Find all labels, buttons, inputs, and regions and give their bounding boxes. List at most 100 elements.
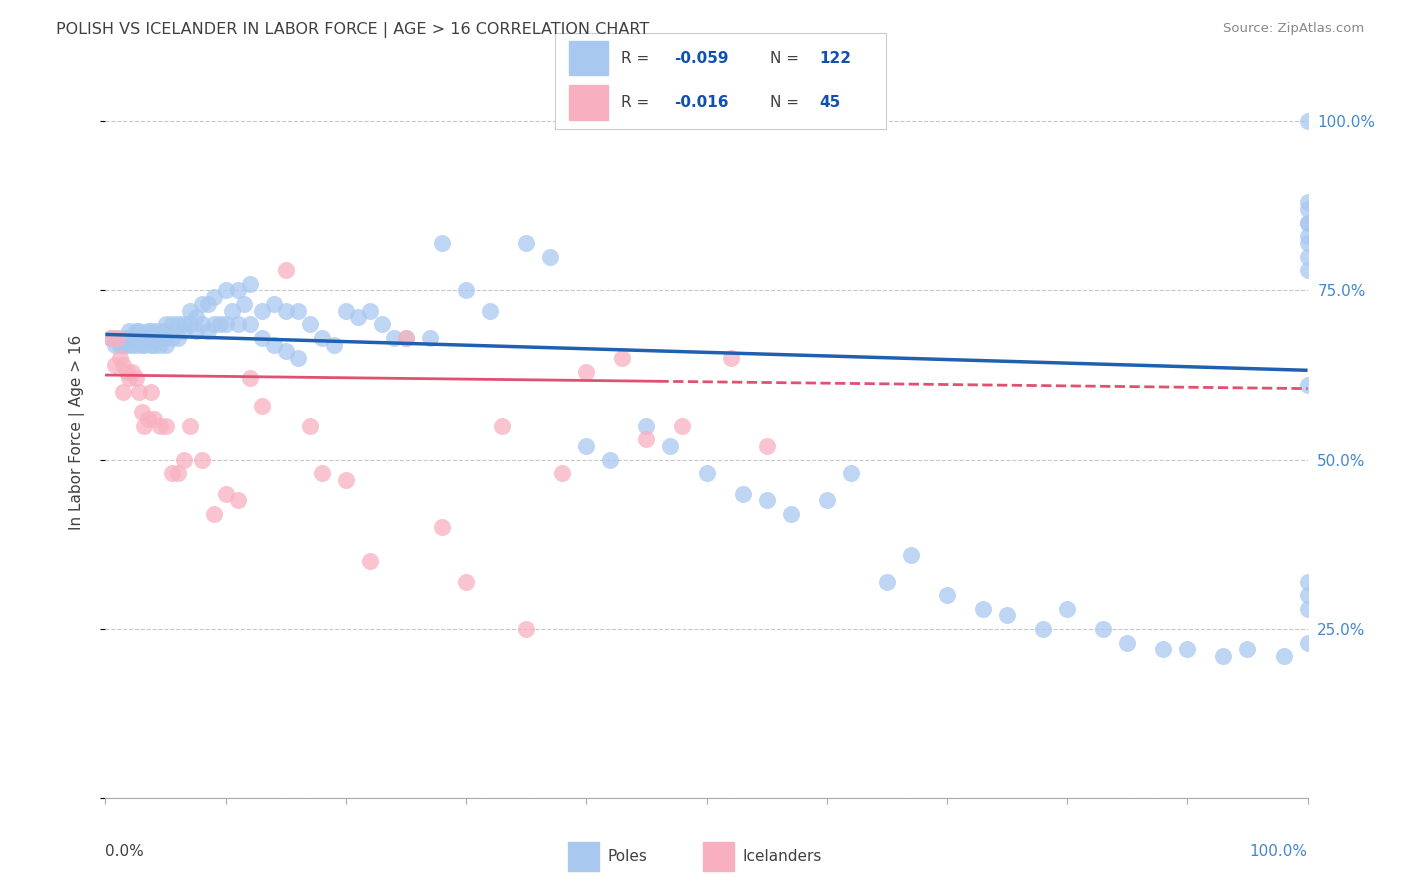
Point: [1175, 642, 1198, 657]
Point: [132, 331, 155, 345]
Point: [755, 493, 778, 508]
Point: [936, 588, 959, 602]
Point: [1296, 263, 1319, 277]
Point: [100, 331, 122, 345]
Point: [131, 405, 153, 419]
Bar: [568, 85, 609, 120]
Point: [152, 324, 174, 338]
Point: [359, 303, 381, 318]
Point: [311, 331, 333, 345]
Point: [179, 318, 201, 332]
Point: [395, 331, 418, 345]
Point: [1092, 622, 1115, 636]
Point: [208, 318, 231, 332]
Point: [1296, 235, 1319, 250]
Point: [538, 250, 561, 264]
Point: [311, 467, 333, 481]
Point: [779, 507, 801, 521]
Point: [1296, 229, 1319, 244]
Point: [612, 351, 634, 365]
Point: [197, 297, 219, 311]
Point: [226, 318, 249, 332]
Point: [479, 303, 502, 318]
Point: [107, 331, 129, 345]
Point: [112, 384, 135, 399]
Bar: [703, 842, 734, 871]
Text: Icelanders: Icelanders: [742, 849, 821, 864]
Text: R =: R =: [621, 51, 655, 65]
Point: [1296, 114, 1319, 128]
Point: [239, 318, 262, 332]
Point: [430, 235, 453, 250]
Point: [104, 337, 127, 351]
Text: Poles: Poles: [607, 849, 647, 864]
Point: [104, 358, 127, 372]
Point: [491, 418, 513, 433]
Point: [112, 337, 135, 351]
Point: [515, 622, 537, 636]
Text: N =: N =: [770, 51, 804, 65]
Point: [184, 310, 207, 325]
Point: [115, 331, 138, 345]
Point: [454, 574, 477, 589]
Point: [139, 337, 162, 351]
Point: [335, 473, 357, 487]
Point: [197, 324, 219, 338]
Text: R =: R =: [621, 95, 655, 110]
Point: [232, 297, 254, 311]
Point: [1296, 202, 1319, 216]
Point: [371, 318, 394, 332]
Point: [239, 371, 262, 385]
Point: [287, 303, 309, 318]
Text: 122: 122: [820, 51, 852, 65]
Point: [128, 384, 150, 399]
Point: [1296, 635, 1319, 649]
Point: [142, 337, 165, 351]
Point: [112, 331, 135, 345]
Point: [190, 452, 212, 467]
Point: [395, 331, 418, 345]
Point: [599, 452, 621, 467]
Point: [430, 520, 453, 534]
Point: [972, 601, 994, 615]
Point: [121, 331, 143, 345]
Point: [575, 439, 598, 453]
Point: [250, 303, 273, 318]
Point: [731, 486, 754, 500]
Point: [100, 331, 122, 345]
Point: [136, 324, 159, 338]
Point: [359, 554, 381, 568]
Bar: [568, 41, 609, 76]
Point: [900, 548, 922, 562]
Point: [155, 418, 177, 433]
Point: [876, 574, 898, 589]
Text: 45: 45: [820, 95, 841, 110]
Point: [173, 318, 195, 332]
Point: [131, 331, 153, 345]
Point: [214, 318, 236, 332]
Point: [121, 365, 143, 379]
Point: [287, 351, 309, 365]
Point: [1116, 635, 1139, 649]
Point: [145, 331, 167, 345]
Point: [124, 324, 146, 338]
Point: [166, 467, 188, 481]
Point: [250, 331, 273, 345]
Point: [131, 331, 153, 345]
Point: [160, 331, 183, 345]
Point: [179, 303, 201, 318]
Point: [202, 318, 225, 332]
Point: [239, 277, 262, 291]
Point: [112, 358, 135, 372]
Point: [263, 297, 285, 311]
Point: [551, 467, 574, 481]
Point: [575, 365, 598, 379]
Point: [1296, 601, 1319, 615]
Point: [298, 418, 321, 433]
Bar: [568, 842, 599, 871]
Point: [121, 337, 143, 351]
Point: [124, 371, 146, 385]
Point: [132, 418, 155, 433]
Text: POLISH VS ICELANDER IN LABOR FORCE | AGE > 16 CORRELATION CHART: POLISH VS ICELANDER IN LABOR FORCE | AGE…: [56, 22, 650, 38]
Point: [173, 452, 195, 467]
